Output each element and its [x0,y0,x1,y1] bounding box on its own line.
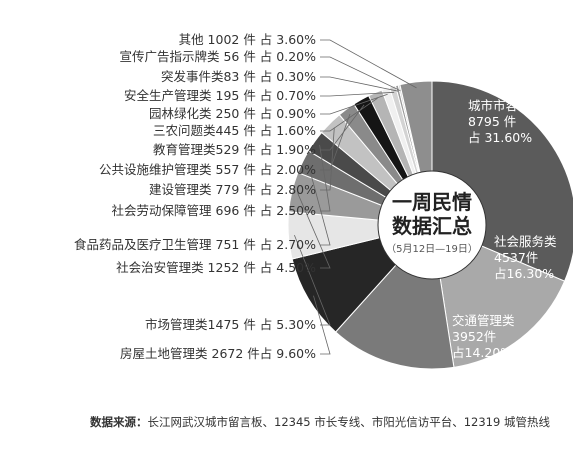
leader-line [320,91,395,97]
slice-inside-label: 8795 件 [468,114,516,129]
slice-outside-label: 食品药品及医疗卫生管理 751 件 占 2.70% [74,237,316,252]
slice-outside-label: 社会治安管理类 1252 件 占 4.50% [116,260,316,275]
leader-line [320,76,399,92]
slice-inside-label: 4537件 [494,250,538,265]
leader-line [320,127,335,191]
chart-title-line-1: 一周民情 [392,190,472,214]
leader-line [320,93,388,115]
leader-line [320,104,365,151]
slice-inside-label: 3952件 [452,329,496,344]
slice-outside-label: 社会劳动保障管理 696 件 占 2.50% [112,203,317,218]
leader-line [307,163,331,246]
slice-outside-label: 安全生产管理类 195 件 占 0.70% [124,88,316,103]
leader-line [320,97,378,132]
slice-outside-label: 公共设施维护管理类 557 件 占 2.00% [99,162,316,177]
leader-line [320,39,417,89]
slice-outside-label: 其他 1002 件 占 3.60% [179,32,317,47]
slice-inside-label: 占 31.60% [468,130,532,145]
slice-inside-label: 占16.30% [494,266,554,281]
leader-line [313,295,331,355]
slice-outside-label: 房屋土地管理类 2672 件占 9.60% [120,346,316,361]
slice-outside-label: 宣传广告指示牌类 56 件 占 0.20% [119,49,316,64]
leader-line [320,56,401,92]
data-source-note: 数据来源：长江网武汉城市留言板、12345 市长专线、市阳光信访平台、12319… [90,414,570,430]
leader-line [319,144,331,212]
slice-outside-label: 突发事件类83 件 占 0.30% [161,69,316,84]
slice-inside-label: 占14.20% [452,345,512,360]
leader-lines [294,39,417,355]
slice-inside-label: 交通管理类 [452,313,515,328]
data-source-text: 长江网武汉城市留言板、12345 市长专线、市阳光信访平台、12319 城管热线 [147,415,550,429]
outside-labels: 房屋土地管理类 2672 件占 9.60% 市场管理类1475 件 占 5.30%… [74,32,316,361]
slice-outside-label: 三农问题类445 件 占 1.60% [153,123,316,138]
slice-outside-label: 园林绿化类 250 件 占 0.90% [149,106,316,121]
slice-outside-label: 建设管理类 779 件 占 2.80% [149,182,316,197]
leader-line [294,234,331,326]
slice-inside-label: 城市市容管理 [468,98,544,113]
center-hole [377,170,487,280]
leader-line [297,193,331,269]
slice-inside-label: 社会服务类 [494,234,557,249]
chart-title-line-2: 数据汇总 [392,214,472,238]
slice-outside-label: 市场管理类1475 件 占 5.30% [145,317,316,332]
data-source-label: 数据来源： [90,415,148,429]
slice-outside-label: 教育管理类529 件 占 1.90% [153,142,316,157]
chart-subtitle: （5月12日—19日） [386,243,478,255]
